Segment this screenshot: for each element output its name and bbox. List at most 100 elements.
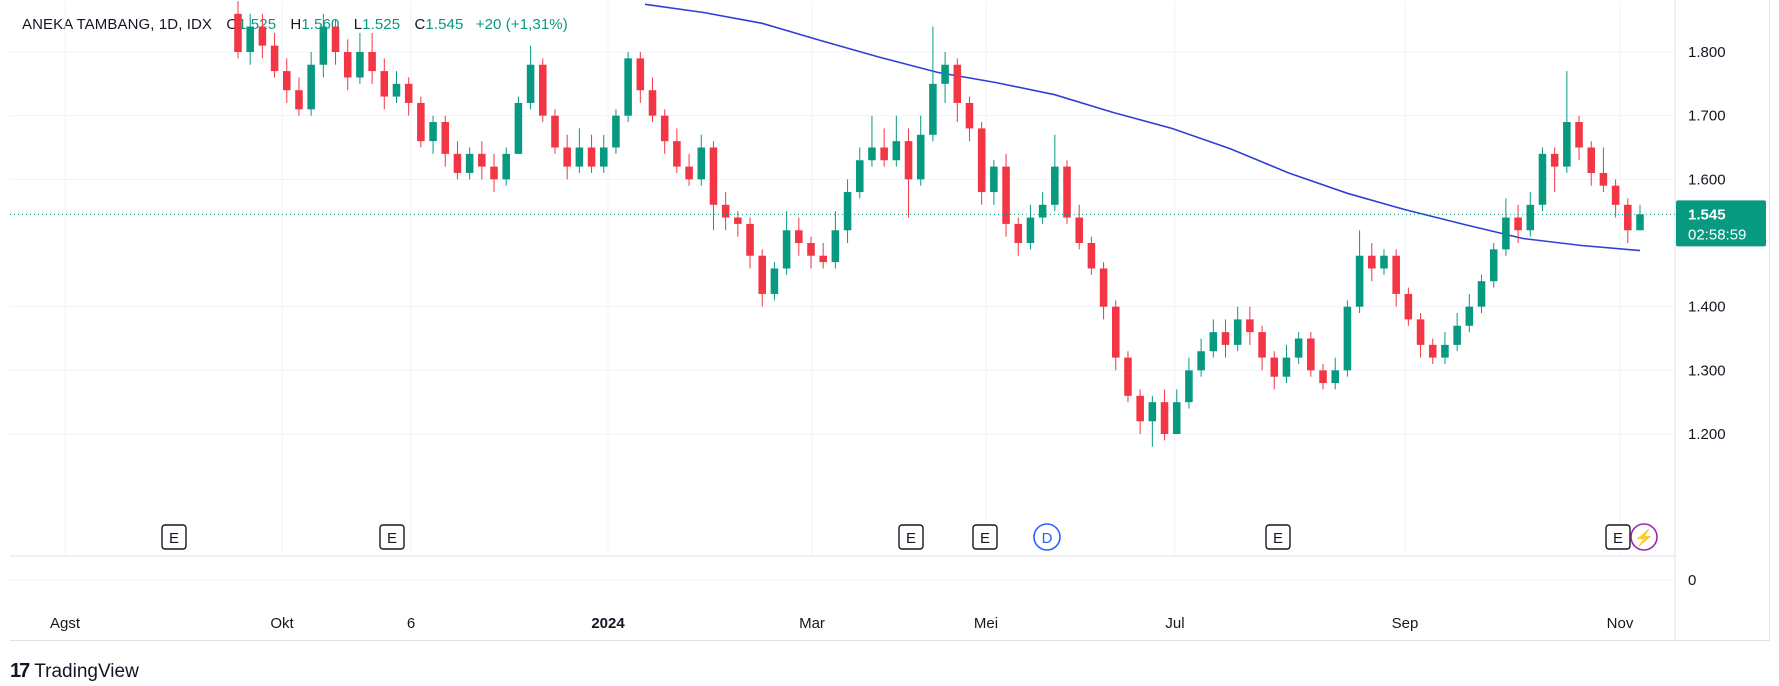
candle [295, 77, 303, 116]
candle-body [1587, 147, 1596, 173]
candle-body [551, 115, 559, 148]
candle-body [1416, 319, 1425, 345]
candle-body [990, 166, 998, 193]
earnings-event-marker: E [898, 524, 924, 550]
candle-body [1246, 319, 1254, 333]
open-label: O [226, 16, 239, 33]
candle [721, 192, 730, 231]
candle-body [392, 83, 401, 97]
candle [1111, 300, 1120, 371]
candle [1270, 351, 1279, 390]
candle [270, 32, 279, 78]
candle-body [1465, 306, 1474, 326]
symbol-title[interactable]: ANEKA TAMBANG, 1D, IDX [22, 16, 213, 33]
candle [673, 128, 681, 173]
candle [1611, 179, 1620, 218]
candle-body [697, 147, 706, 180]
y-tick-label: 1.200 [1688, 426, 1726, 443]
candle [1051, 134, 1059, 212]
low-value: 1.525 [362, 16, 401, 33]
x-tick-label: Mei [974, 615, 998, 632]
candle-body [868, 147, 876, 161]
events-row: E E E E D E E ⚡ [161, 523, 1658, 551]
candle-body [1148, 402, 1157, 422]
candle [807, 236, 815, 269]
candle-body [1075, 217, 1083, 243]
y-tick-label: 1.300 [1688, 362, 1726, 379]
candle [1368, 243, 1376, 282]
candle-body [977, 128, 986, 193]
tradingview-logo[interactable]: 17 TradingView [10, 660, 139, 683]
x-tick-label: Agst [50, 615, 81, 632]
candle-body [1233, 319, 1242, 345]
candle [331, 20, 340, 65]
candle-body [380, 71, 389, 97]
split-icon [1630, 523, 1658, 551]
candle-body [1185, 370, 1193, 403]
candle-body [319, 26, 328, 65]
candle-body [1380, 255, 1388, 269]
candle [514, 96, 523, 154]
candle [660, 109, 669, 154]
candle [1148, 395, 1157, 447]
earnings-event-marker: E [1605, 524, 1631, 550]
candle-body [709, 147, 718, 205]
candle [1465, 293, 1474, 333]
candle [1209, 319, 1218, 358]
candle-body [673, 141, 681, 167]
x-tick-label: Sep [1392, 615, 1419, 632]
candle [1441, 332, 1449, 364]
logo-mark: 17 [10, 660, 30, 682]
candle [819, 243, 827, 269]
candle-body [599, 147, 608, 167]
candle [709, 141, 718, 231]
candle-body [1575, 122, 1583, 148]
candle-body [1514, 217, 1522, 231]
candle-body [1611, 185, 1620, 205]
candle [1063, 160, 1071, 224]
candle [1038, 192, 1047, 224]
chart-frame [10, 0, 1770, 641]
candle-body [1599, 172, 1608, 186]
candle-body [636, 58, 645, 91]
close-value: 1.545 [425, 16, 464, 33]
moving-average-layer [644, 3, 1641, 252]
candle [1550, 147, 1559, 193]
price-badge-layer: 1.545 02:58:59 [1676, 200, 1766, 247]
candle-body [539, 64, 547, 116]
candle-body [343, 52, 352, 78]
candle [1428, 338, 1437, 364]
x-tick-label: 6 [407, 615, 415, 632]
candle [1087, 236, 1096, 275]
candle [1014, 217, 1023, 256]
candle-body [1343, 306, 1352, 371]
candle-body [1002, 166, 1010, 224]
candle-body [1368, 255, 1376, 269]
candle [1124, 351, 1132, 403]
candle-body [478, 153, 486, 167]
candle-body [758, 255, 767, 294]
candle [1026, 204, 1035, 250]
candle [855, 147, 864, 199]
price-badge-countdown: 02:58:59 [1688, 226, 1746, 243]
candle-body [429, 122, 437, 142]
x-tick-label: Jul [1165, 615, 1184, 632]
candle-body [1270, 357, 1279, 377]
earnings-event-marker: E [161, 524, 187, 550]
candle-body [795, 230, 803, 243]
candle-body [721, 204, 730, 218]
candle [770, 262, 779, 301]
candle-body [929, 83, 937, 135]
volume-zero-label: 0 [1688, 572, 1696, 589]
price-badge-value: 1.545 [1688, 206, 1726, 223]
candle [599, 134, 608, 173]
y-tick-label: 1.600 [1688, 171, 1726, 188]
candle-body [1307, 338, 1315, 371]
candle-body [1538, 153, 1547, 205]
candle-body [941, 64, 949, 84]
candle-body [441, 122, 450, 154]
earnings-icon [898, 524, 924, 550]
candle-body [1209, 332, 1218, 352]
candle [624, 52, 632, 123]
